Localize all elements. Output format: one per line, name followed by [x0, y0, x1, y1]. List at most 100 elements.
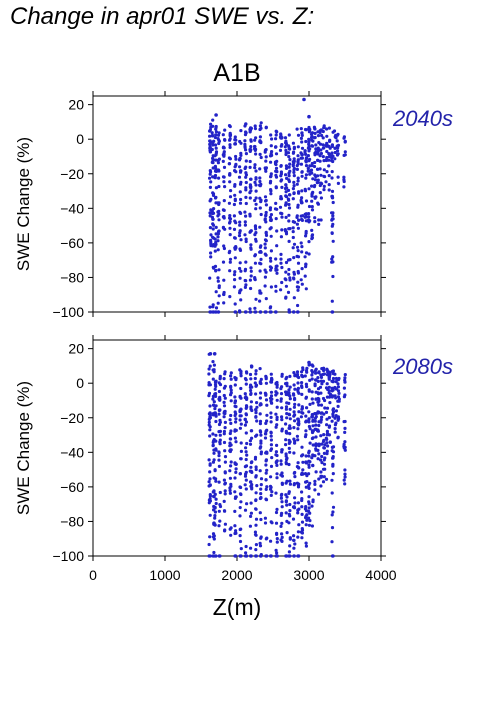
- data-point: [288, 424, 292, 428]
- data-point: [217, 157, 221, 161]
- data-point: [309, 168, 314, 172]
- data-point: [259, 496, 263, 500]
- data-point: [307, 424, 311, 429]
- data-point: [265, 485, 269, 489]
- data-point: [292, 180, 296, 184]
- data-point: [310, 205, 314, 209]
- data-point: [249, 247, 253, 251]
- data-point: [336, 175, 340, 179]
- data-point: [245, 441, 249, 446]
- data-point: [318, 191, 322, 195]
- data-point: [216, 301, 220, 305]
- data-point: [214, 394, 218, 398]
- data-point: [307, 486, 311, 490]
- data-point: [331, 510, 335, 514]
- data-point: [310, 397, 314, 401]
- data-point: [336, 181, 340, 185]
- data-point: [228, 488, 232, 493]
- data-point: [234, 470, 238, 474]
- data-point: [274, 510, 279, 515]
- data-point: [254, 533, 258, 537]
- data-point: [331, 200, 335, 205]
- data-point: [330, 310, 334, 314]
- data-point: [280, 212, 284, 216]
- data-point: [238, 190, 242, 194]
- data-point: [244, 420, 248, 424]
- data-point: [287, 133, 291, 137]
- data-point: [317, 218, 321, 222]
- data-point: [258, 184, 262, 188]
- data-point: [208, 185, 212, 189]
- data-point: [306, 169, 310, 173]
- data-point: [269, 234, 273, 238]
- data-point: [239, 386, 243, 391]
- data-point: [207, 458, 211, 462]
- data-point: [287, 179, 291, 184]
- data-point: [307, 159, 311, 163]
- data-point: [228, 125, 232, 129]
- data-point: [233, 184, 237, 188]
- data-point: [217, 169, 221, 173]
- data-point: [239, 129, 243, 133]
- data-point: [208, 226, 212, 230]
- x-tick-label: 3000: [293, 567, 324, 583]
- data-point: [218, 408, 222, 412]
- data-point: [319, 434, 323, 438]
- data-point: [274, 173, 278, 177]
- data-point: [320, 442, 324, 446]
- data-point: [223, 449, 227, 453]
- data-point: [293, 387, 297, 391]
- data-point: [304, 156, 309, 160]
- data-point: [275, 476, 279, 480]
- data-point: [254, 189, 258, 193]
- data-point: [254, 136, 258, 140]
- data-point: [321, 136, 325, 140]
- data-point: [301, 468, 305, 472]
- data-point: [296, 386, 300, 390]
- data-point: [211, 140, 215, 144]
- data-point: [274, 548, 278, 552]
- data-point: [238, 291, 242, 295]
- data-point: [287, 310, 291, 314]
- data-point: [228, 137, 232, 141]
- data-point: [274, 289, 278, 293]
- data-point: [307, 114, 311, 119]
- data-point: [307, 523, 311, 527]
- data-point: [228, 437, 232, 441]
- data-point: [211, 394, 215, 398]
- data-point: [244, 152, 248, 156]
- data-point: [274, 129, 278, 133]
- data-point: [243, 508, 248, 512]
- data-point: [269, 493, 273, 497]
- data-point: [335, 139, 339, 143]
- data-point: [269, 133, 273, 137]
- data-point: [274, 152, 279, 156]
- data-point: [275, 423, 279, 427]
- data-point: [254, 411, 258, 415]
- data-point: [333, 157, 337, 161]
- data-point: [254, 543, 258, 547]
- data-point: [238, 395, 242, 399]
- data-point: [207, 420, 211, 424]
- data-point: [336, 435, 340, 439]
- data-point: [287, 267, 291, 272]
- data-point: [319, 470, 323, 474]
- data-point: [279, 136, 284, 140]
- data-point: [238, 414, 242, 418]
- data-point: [254, 467, 258, 472]
- data-point: [274, 137, 278, 141]
- data-point: [280, 532, 284, 536]
- data-point: [228, 449, 232, 454]
- data-point: [292, 170, 296, 174]
- data-point: [265, 428, 269, 432]
- data-point: [269, 554, 273, 558]
- data-point: [212, 458, 216, 462]
- data-point: [288, 374, 292, 378]
- data-point: [296, 261, 301, 265]
- data-point: [321, 379, 326, 383]
- data-point: [295, 127, 299, 131]
- data-point: [308, 402, 312, 406]
- data-point: [228, 444, 232, 448]
- data-point: [253, 127, 257, 131]
- data-point: [217, 454, 221, 458]
